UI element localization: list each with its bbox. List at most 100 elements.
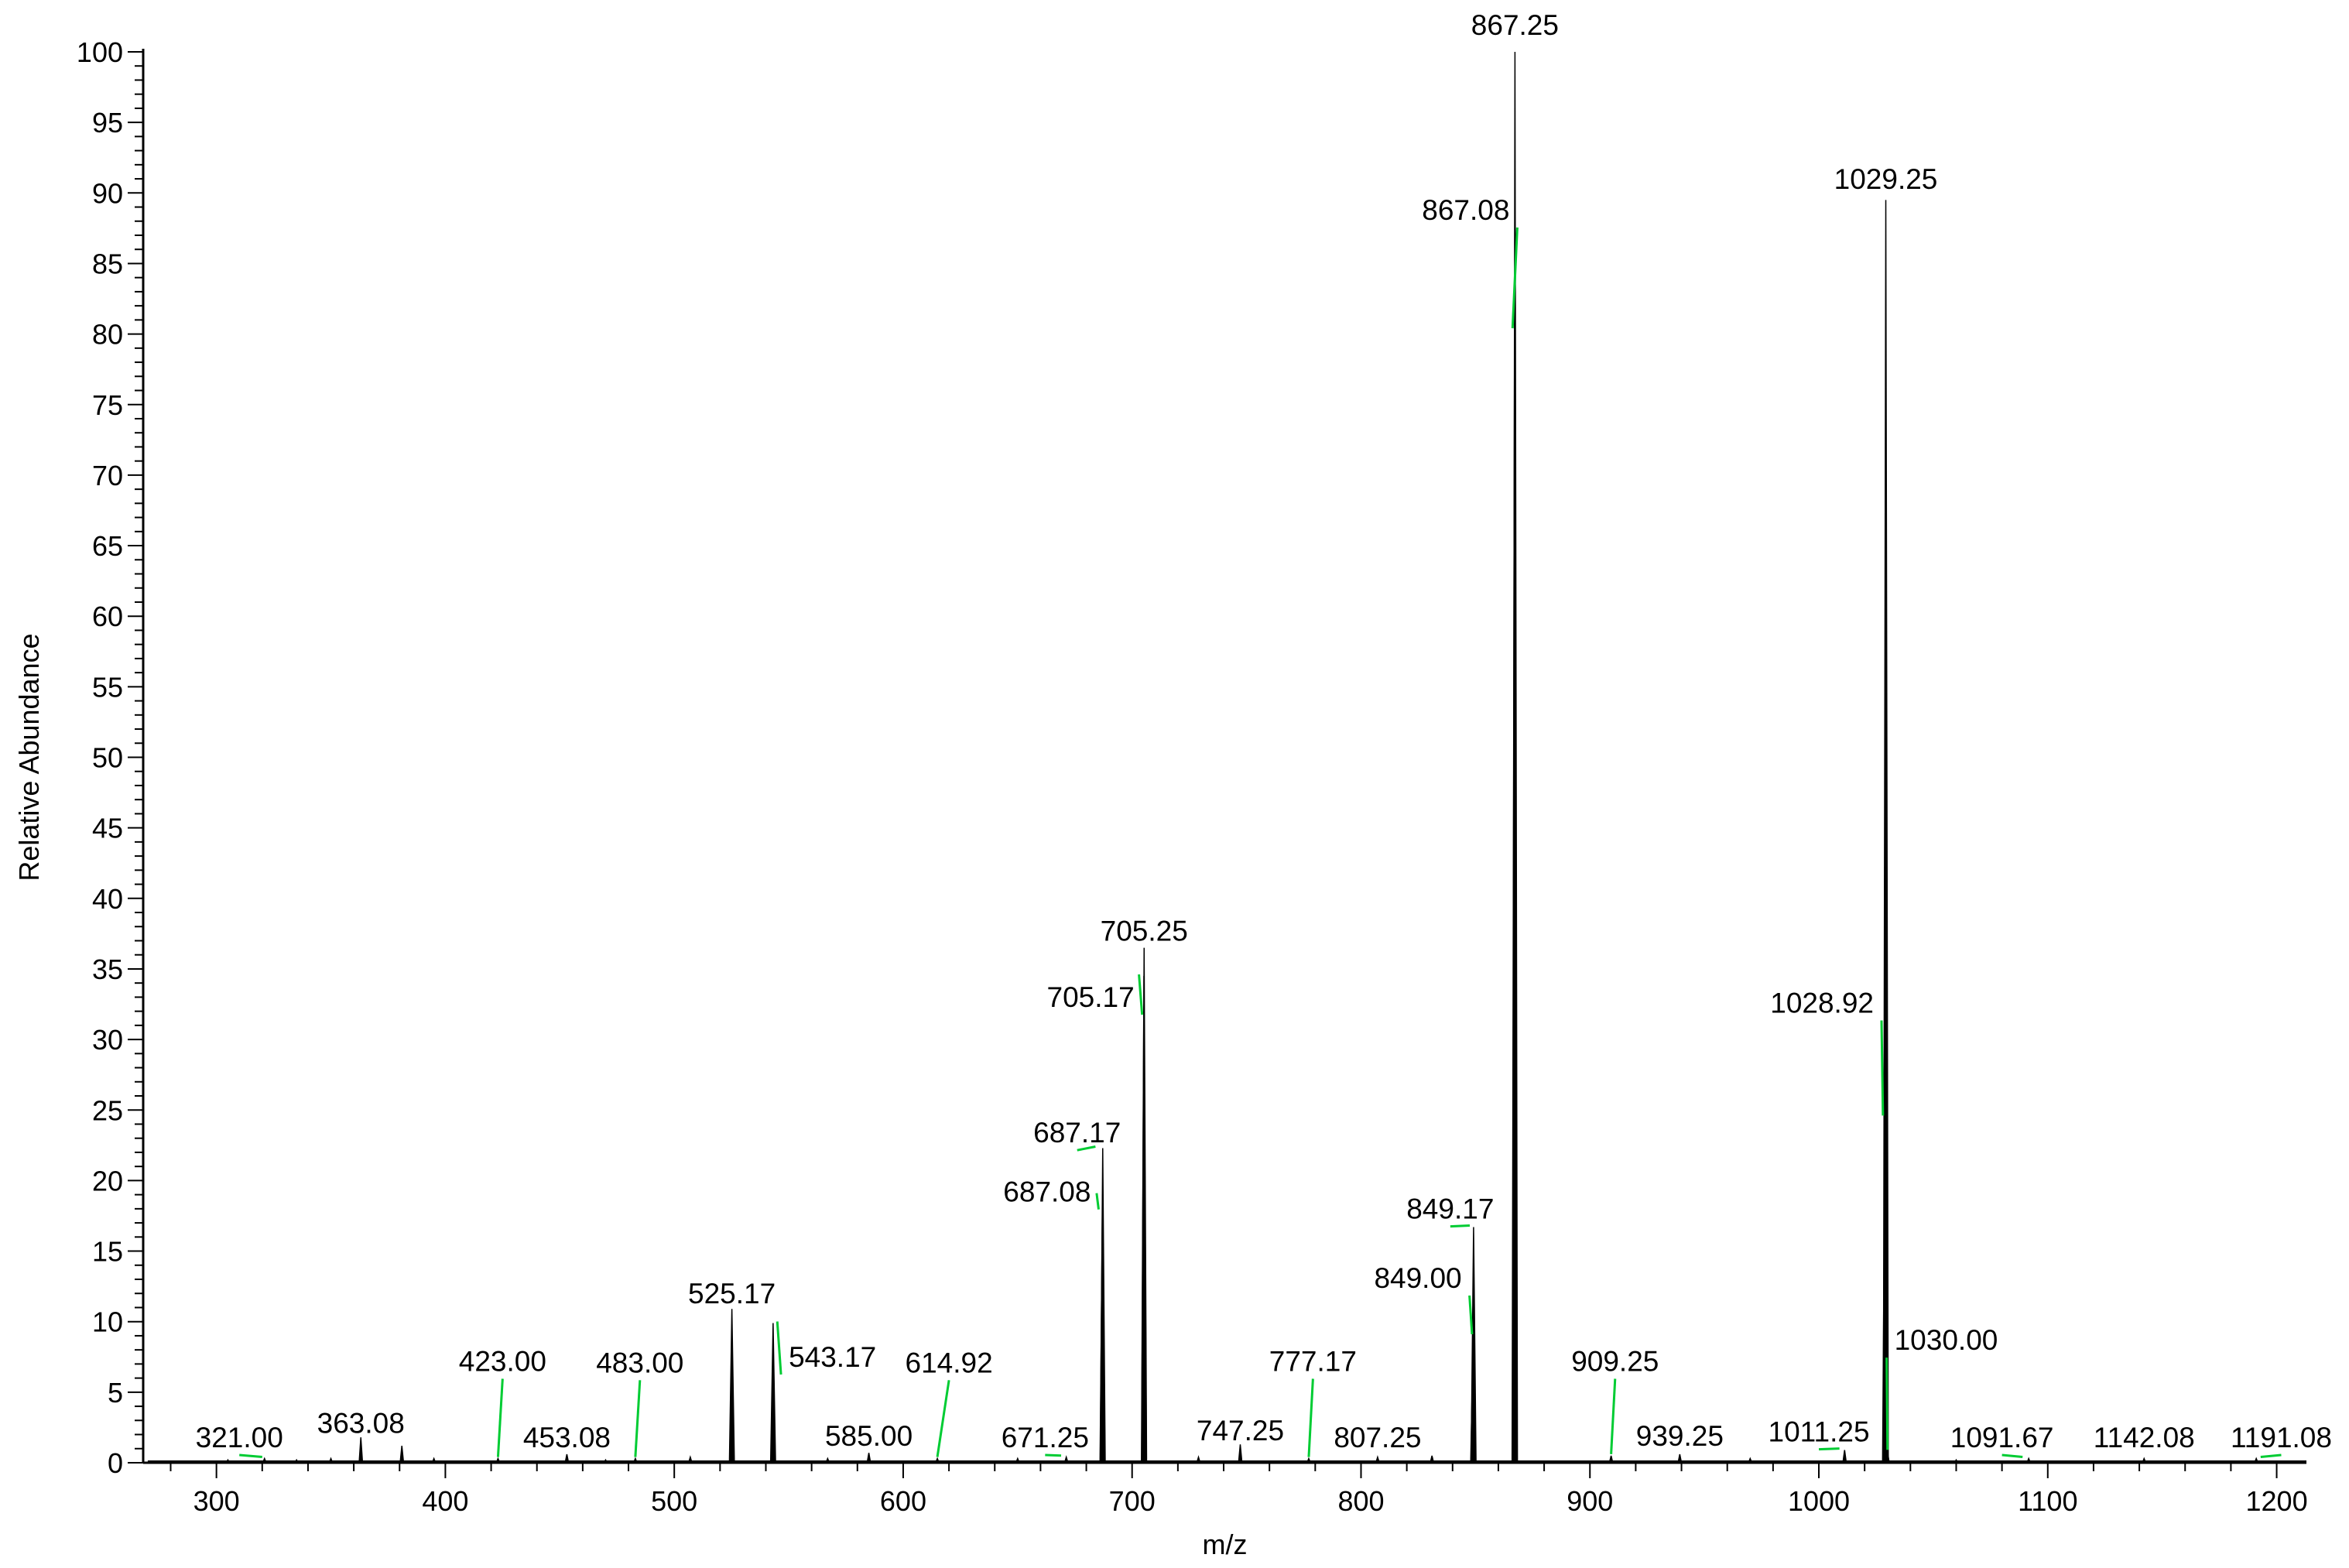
y-tick-label: 5	[108, 1377, 123, 1409]
peak-label: 483.00	[596, 1347, 683, 1378]
x-tick-label: 1200	[2246, 1485, 2308, 1517]
spectrum-peak	[728, 1309, 735, 1464]
annotation-leader-line	[1450, 1224, 1471, 1228]
peak-label: 363.08	[317, 1408, 405, 1440]
annotation-leader-line	[1610, 1378, 1617, 1454]
peak-label: 777.17	[1269, 1346, 1357, 1378]
peak-label: 1191.08	[2231, 1422, 2332, 1453]
plot-area: 867.25 1029.25 867.08 705.25 705.17 1028.92 68…	[147, 9, 2332, 1464]
annotation-leader-line	[496, 1378, 504, 1457]
x-tick-label: 800	[1337, 1485, 1384, 1517]
annotation-leader-line	[1095, 1193, 1100, 1210]
spectrum-peak	[1677, 1453, 1683, 1464]
spectrum-peak	[866, 1453, 871, 1464]
x-tick-label: 1000	[1788, 1485, 1850, 1517]
peak-label: 867.25	[1471, 9, 1559, 41]
spectrum-peak	[399, 1446, 405, 1464]
annotation-leaders	[239, 227, 2282, 1459]
y-tick-label: 70	[92, 460, 123, 491]
annotation-leader-line	[1307, 1378, 1314, 1457]
x-tick-label: 1100	[2018, 1485, 2077, 1517]
annotation-leader-line	[1511, 227, 1519, 329]
spectrum-peak	[1099, 1148, 1106, 1464]
peak-label: 423.00	[459, 1346, 546, 1378]
peak-label: 705.25	[1101, 915, 1188, 947]
peak-label: 909.25	[1571, 1346, 1659, 1378]
x-tick-label: 300	[193, 1485, 240, 1517]
peak-label: 585.00	[825, 1420, 913, 1452]
spectrum-peak	[358, 1437, 364, 1464]
peak-label: 1030.00	[1895, 1324, 1998, 1356]
y-tick-label: 60	[92, 601, 123, 632]
y-tick-label: 0	[108, 1447, 123, 1479]
y-axis-title: Relative Abundance	[13, 633, 45, 881]
y-tick-label: 80	[92, 319, 123, 351]
spectrum-peak	[1842, 1450, 1847, 1464]
annotation-leader-line	[776, 1321, 782, 1375]
y-tick-label: 10	[92, 1306, 123, 1338]
annotation-leader-line	[1468, 1295, 1474, 1335]
peak-sticks	[147, 51, 2306, 1464]
peak-label: 1011.25	[1769, 1416, 1870, 1448]
spectrum-peak	[1141, 947, 1148, 1464]
x-tick-label: 600	[880, 1485, 926, 1517]
x-axis-title: m/z	[1203, 1529, 1248, 1560]
peak-label: 1142.08	[2094, 1422, 2195, 1453]
peak-label: 525.17	[688, 1278, 776, 1310]
y-tick-label: 25	[92, 1094, 123, 1126]
peak-label: 807.25	[1334, 1422, 1421, 1453]
y-tick-label: 15	[92, 1236, 123, 1268]
spectrum-peak	[769, 1323, 776, 1464]
peak-label: 849.17	[1406, 1193, 1494, 1225]
peak-label: 1029.25	[1834, 163, 1938, 195]
x-tick-label: 400	[422, 1485, 468, 1517]
annotation-leader-line	[1138, 974, 1144, 1015]
annotation-leader-line	[2001, 1453, 2023, 1459]
y-tick-label: 90	[92, 177, 123, 209]
x-tick-label: 700	[1109, 1485, 1156, 1517]
annotation-leader-line	[634, 1380, 642, 1457]
y-tick-label: 65	[92, 530, 123, 562]
peak-label: 321.00	[196, 1422, 283, 1453]
y-tick-label: 45	[92, 813, 123, 844]
peak-label: 671.25	[1002, 1422, 1089, 1453]
peak-label: 543.17	[789, 1341, 876, 1373]
peak-label: 747.25	[1197, 1415, 1284, 1446]
peak-label: 849.00	[1374, 1262, 1461, 1294]
x-tick-label: 900	[1567, 1485, 1613, 1517]
spectrum-peak	[564, 1453, 570, 1464]
annotation-leader-line	[936, 1380, 950, 1457]
peak-label: 939.25	[1636, 1420, 1724, 1452]
peak-label: 687.08	[1003, 1176, 1091, 1208]
y-tick-label: 50	[92, 742, 123, 774]
peak-label: 614.92	[906, 1347, 993, 1378]
peak-label: 705.17	[1047, 981, 1135, 1013]
peak-labels: 867.25 1029.25 867.08 705.25 705.17 1028.92 68…	[196, 9, 2332, 1453]
y-tick-label: 55	[92, 671, 123, 703]
peak-label: 687.17	[1033, 1117, 1121, 1149]
annotation-leader-line	[1818, 1447, 1840, 1451]
spectrum-peak	[1238, 1444, 1243, 1464]
x-axis-ticks: 300 400 500 600 700 800 900 1000 1100 1200	[169, 1463, 2308, 1517]
y-axis-ticks: 0 5 10 15 20 25 30 35 40 45 50 55 60 65 70 75 80 85 90 95 10…	[77, 36, 143, 1479]
x-tick-label: 500	[651, 1485, 697, 1517]
y-tick-label: 95	[92, 107, 123, 139]
annotation-leader-line	[239, 1453, 262, 1459]
peak-label: 867.08	[1422, 194, 1509, 226]
peak-label: 453.08	[523, 1422, 611, 1453]
y-tick-label: 35	[92, 953, 123, 985]
y-tick-label: 100	[77, 36, 123, 68]
y-tick-label: 20	[92, 1165, 123, 1197]
axes: 300 400 500 600 700 800 900 1000 1100 1200 0 5 10 15…	[77, 36, 2308, 1517]
annotation-leader-line	[1880, 1020, 1885, 1116]
annotation-leader-line	[1077, 1145, 1096, 1152]
y-tick-label: 75	[92, 389, 123, 421]
annotation-leader-line	[2260, 1453, 2282, 1459]
peak-label: 1028.92	[1770, 987, 1874, 1019]
annotation-leader-line	[1885, 1357, 1889, 1450]
peak-label: 1091.67	[1950, 1422, 2054, 1453]
spectrum-peak	[1470, 1227, 1477, 1464]
annotation-leader-line	[1045, 1453, 1062, 1457]
y-tick-label: 85	[92, 248, 123, 279]
